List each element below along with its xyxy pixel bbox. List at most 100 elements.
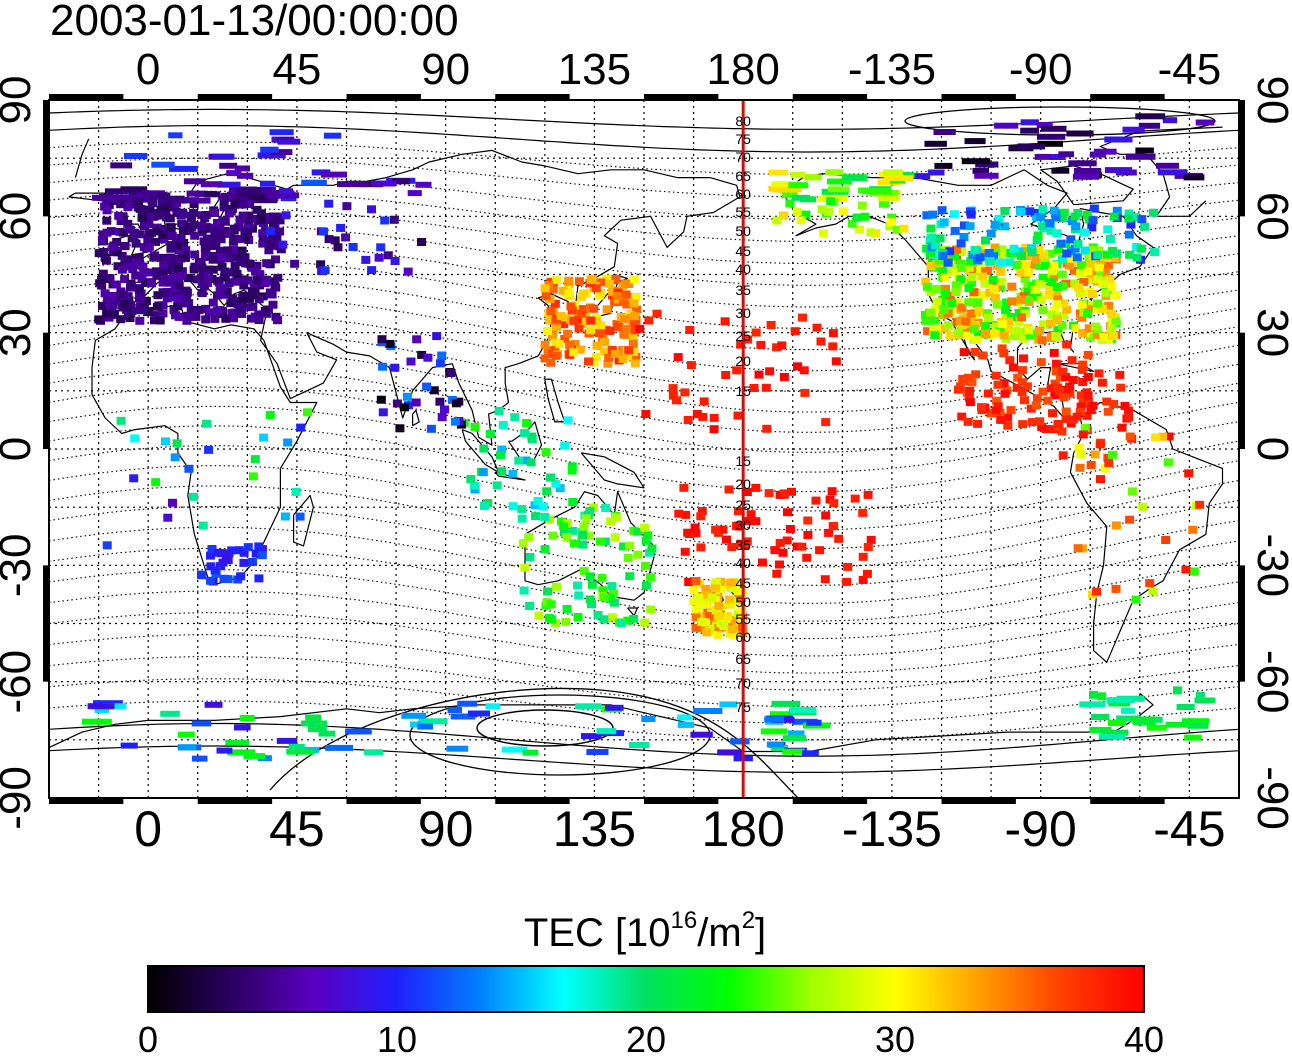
contour-label: 40 [735, 261, 751, 277]
tec-sample-canada [1149, 208, 1158, 217]
tec-sample-japan [628, 339, 638, 348]
tec-sample-usa [1044, 291, 1054, 299]
tec-sample-europe [155, 316, 165, 325]
tec-sample-australia [579, 522, 589, 531]
tec-sample-europe [116, 200, 126, 209]
contour-label: 30 [735, 517, 751, 533]
tec-sample-usa [1065, 254, 1075, 263]
tec-sample-europe [143, 235, 153, 244]
contour-labels: 8075706560555045403530252015152025303540… [735, 113, 751, 715]
tec-sample-europe [219, 203, 229, 212]
tec-sample-alaska [860, 212, 870, 221]
tec-sample-usa [1075, 287, 1085, 296]
tec-sample-europe [252, 261, 262, 270]
tec-sample-india [435, 397, 445, 406]
tec-sample-pacific-south [863, 490, 873, 499]
tec-sample-canada [1045, 219, 1055, 228]
tec-sample-europe [220, 267, 230, 276]
tec-sample-central-america [1005, 356, 1015, 365]
tec-sample-arctic-canada [1138, 122, 1161, 129]
right-lat-tick-label: -90 [1248, 766, 1292, 830]
tec-sample-india [406, 357, 416, 366]
coastline [412, 409, 420, 427]
tec-sample-indonesia [551, 479, 561, 488]
tec-sample-alaska [804, 174, 822, 181]
tec-sample-usa [1111, 291, 1121, 299]
tec-sample-canada [1080, 228, 1089, 237]
tec-sample-pacific-south [696, 543, 706, 552]
tec-sample-australia [633, 550, 643, 559]
tec-sample-canada [985, 257, 995, 265]
tec-sample-canada [1038, 205, 1048, 214]
tec-sample-japan [600, 338, 609, 347]
tec-sample-canada [959, 221, 969, 230]
tec-sample-australia [525, 553, 535, 561]
tec-sample-japan [602, 274, 612, 283]
tec-sample-central-america [1026, 404, 1036, 413]
tec-sample-canada [1082, 210, 1092, 219]
tec-sample-europe [123, 292, 133, 301]
tec-sample-central-america [997, 344, 1007, 353]
contour-line [49, 405, 1239, 493]
tec-sample-new-zealand [689, 586, 699, 594]
tec-sample-usa [1069, 266, 1079, 275]
tec-sample-new-zealand [727, 625, 737, 633]
tec-sample-alaska [854, 225, 864, 234]
tec-sample-usa [1101, 288, 1111, 297]
tec-sample-indonesia [526, 458, 536, 467]
tec-sample-usa [1101, 268, 1111, 277]
tec-sample-europe [114, 211, 124, 220]
tec-sample-south-america [1086, 461, 1096, 469]
tec-sample-antarctica [160, 710, 180, 717]
tec-sample-europe [203, 270, 213, 279]
tec-sample-antarctica [457, 700, 477, 707]
tec-sample-alaska [862, 188, 892, 195]
tec-sample-scandinavia [217, 181, 241, 188]
tec-sample-antarctica [120, 742, 138, 749]
tec-sample-europe [138, 262, 148, 271]
tec-sample-europe [265, 288, 275, 297]
tec-sample-africa-south [254, 574, 264, 583]
tec-sample-pacific-south [811, 496, 821, 505]
tec-sample-indonesia [479, 444, 489, 453]
contour-line [49, 445, 1239, 531]
tec-sample-europe [254, 316, 264, 324]
tec-sample-south-america [1080, 423, 1090, 432]
tec-sample-canada [1125, 250, 1135, 259]
tec-sample-pacific-south [734, 522, 744, 531]
tec-sample-africa [172, 439, 182, 448]
tec-sample-indonesia [497, 467, 507, 476]
tec-sample-europe [179, 299, 189, 308]
tec-sample-europe [232, 275, 242, 284]
tec-sample-arctic-canada [1195, 119, 1215, 126]
tec-sample-usa [1057, 270, 1067, 279]
tec-sample-africa [259, 433, 269, 442]
tec-sample-europe [135, 316, 145, 325]
tec-sample-pacific-south [775, 538, 785, 547]
tec-sample-europe [167, 241, 177, 250]
tec-sample-arctic-canada [924, 140, 947, 147]
coastlines [49, 126, 1224, 753]
tec-sample-antarctica [789, 707, 817, 713]
tec-sample-central-america [977, 403, 986, 412]
tec-sample-pacific-north [790, 327, 800, 336]
tec-sample-usa [1025, 331, 1035, 340]
tec-sample-usa [1021, 261, 1031, 270]
tec-sample-usa [1104, 301, 1114, 310]
tec-sample-europe [109, 309, 119, 318]
tec-sample-europe [151, 237, 160, 246]
tec-sample-caribbean [1083, 391, 1093, 400]
tec-sample-usa [1049, 273, 1059, 282]
tec-sample-usa [1053, 316, 1062, 325]
tec-sample-antarctica [191, 755, 208, 762]
tec-sample-central-america [1018, 420, 1028, 429]
tec-sample-antarctica [227, 749, 256, 756]
tec-sample-india [435, 359, 445, 368]
tec-sample-indonesia [563, 416, 573, 425]
tec-sample-scandinavia [257, 152, 286, 159]
tec-sample-caribbean [1053, 383, 1063, 392]
tec-sample-usa [945, 331, 955, 340]
tec-sample-australia [647, 544, 657, 553]
tec-sample-central-america [1000, 389, 1010, 398]
tec-sample-africa [202, 419, 212, 428]
